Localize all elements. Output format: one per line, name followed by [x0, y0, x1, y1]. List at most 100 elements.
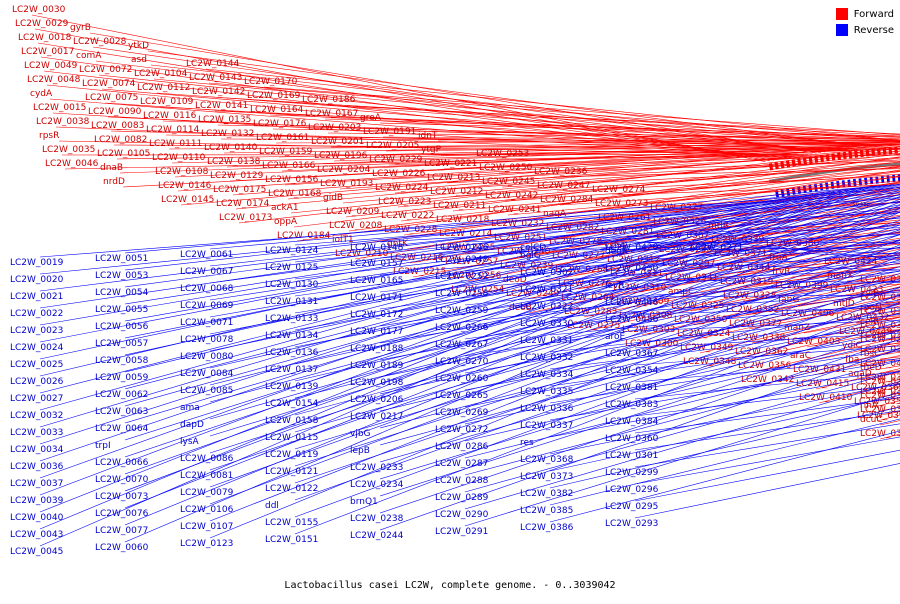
forward-gene-label: LC2W_0273 — [595, 199, 648, 209]
forward-gene-label: LC2W_0075 — [85, 93, 138, 103]
reverse-gene-label: LC2W_0367 — [605, 349, 658, 359]
reverse-gene-label: LC2W_0234 — [350, 480, 404, 490]
forward-gene-label: greA — [360, 113, 382, 123]
reverse-gene-label: LC2W_0131 — [265, 297, 318, 307]
reverse-gene-label: LC2W_0053 — [95, 271, 148, 281]
forward-gene-label: LC2W_0074 — [82, 79, 136, 89]
forward-gene-label: ackA1 — [271, 203, 299, 213]
forward-gene-label: LC2W_0082 — [94, 135, 147, 145]
forward-gene-label: LC2W_0132 — [201, 129, 254, 139]
forward-gene-label: LC2W_0030 — [12, 5, 66, 15]
reverse-gene-label: LC2W_0151 — [265, 535, 318, 545]
forward-gene-label: LC2W_0110 — [152, 153, 206, 163]
forward-gene-label: gidB — [323, 193, 343, 203]
forward-gene-label: LC2W_0176 — [253, 119, 307, 129]
reverse-gene-label: LC2W_0334 — [520, 370, 574, 380]
reverse-gene-label: LC2W_0054 — [95, 288, 149, 298]
reverse-gene-label: LC2W_0121 — [265, 467, 318, 477]
forward-gene-label: LC2W_0196 — [314, 151, 368, 161]
forward-gene-label: LC2W_0201 — [311, 137, 364, 147]
forward-gene-label: LC2W_0274 — [592, 185, 646, 195]
forward-gene-label: LC2W_0168 — [268, 189, 322, 199]
reverse-gene-label: LC2W_0258 — [435, 289, 489, 299]
reverse-gene-label: LC2W_0165 — [350, 276, 403, 286]
reverse-gene-label: LC2W_0330 — [520, 319, 574, 329]
reverse-gene-label: ddl — [265, 501, 279, 511]
reverse-gene-label: LC2W_0033 — [10, 428, 63, 438]
reverse-gene-label: LC2W_0293 — [605, 519, 658, 529]
forward-gene-label: LC2W_0211 — [433, 201, 486, 211]
forward-gene-label: LC2W_0146 — [158, 181, 212, 191]
reverse-gene-label: LC2W_0040 — [10, 513, 64, 523]
reverse-gene-label: deoR — [605, 247, 628, 257]
forward-gene-label: LC2W_0193 — [320, 179, 373, 189]
forward-gene-label: LC2W_0046 — [45, 159, 99, 169]
reverse-gene-label: LC2W_0027 — [10, 394, 63, 404]
forward-gene-label: LC2W_0105 — [97, 149, 150, 159]
forward-gene-label: LC2W_0236 — [534, 167, 588, 177]
forward-gene-label: LC2W_0029 — [15, 19, 69, 29]
forward-gene-label: LC2W_0284 — [540, 195, 594, 205]
forward-gene-label: LC2W_0333 — [860, 429, 900, 439]
forward-gene-label: LC2W_0015 — [33, 103, 86, 113]
reverse-gene-label: LC2W_0296 — [605, 485, 659, 495]
reverse-gene-label: LC2W_0036 — [10, 462, 64, 472]
reverse-gene-label: lysA — [180, 437, 200, 447]
reverse-gene-label: LC2W_0271 — [690, 243, 743, 253]
forward-gene-label: LC2W_0186 — [302, 95, 356, 105]
forward-gene-label: LC2W_0072 — [79, 65, 132, 75]
forward-gene-label: LC2W_0104 — [134, 69, 188, 79]
reverse-gene-label: levR — [605, 281, 625, 291]
reverse-gene-label: LC2W_0158 — [265, 416, 319, 426]
legend: Forward Reverse — [836, 8, 894, 40]
reverse-gene-label: LC2W_0322 — [520, 302, 573, 312]
reverse-gene-label: LC2W_0079 — [180, 488, 234, 498]
reverse-gene-label: LC2W_0381 — [605, 383, 658, 393]
forward-gene-label: LC2W_0167 — [305, 109, 358, 119]
reverse-gene-label: LC2W_0148 — [350, 243, 404, 253]
reverse-gene-label: LC2W_0063 — [95, 407, 148, 417]
reverse-gene-label: LC2W_0286 — [435, 442, 489, 452]
reverse-gene-label: LC2W_0071 — [180, 318, 233, 328]
reverse-gene-label: LC2W_0337 — [520, 421, 573, 431]
forward-gene-label: idnT — [418, 131, 438, 141]
reverse-gene-label: LC2W_0360 — [605, 434, 659, 444]
reverse-gene-label: LC2W_0025 — [10, 360, 63, 370]
forward-gene-label: LC2W_0191 — [363, 127, 416, 137]
reverse-gene-label: LC2W_0265 — [435, 391, 488, 401]
legend-label-forward: Forward — [854, 9, 894, 20]
reverse-gene-label: LC2W_0384 — [605, 417, 659, 427]
forward-gene-label: LC2W_0140 — [204, 143, 258, 153]
reverse-gene-label: LC2W_0019 — [10, 258, 64, 268]
reverse-gene-label: LC2W_0238 — [350, 514, 404, 524]
forward-gene-label: LC2W_0135 — [198, 115, 251, 125]
reverse-gene-label: LC2W_0076 — [95, 509, 149, 519]
reverse-gene-label: LC2W_0385 — [520, 506, 573, 516]
forward-gene-label: LC2W_0138 — [207, 157, 261, 167]
reverse-gene-label: LC2W_0077 — [95, 526, 148, 536]
reverse-gene-label: LC2W_0032 — [10, 411, 63, 421]
reverse-gene-label: LC2W_0295 — [605, 502, 658, 512]
reverse-gene-label: LC2W_0055 — [95, 305, 148, 315]
forward-gene-label: LC2W_0166 — [262, 161, 316, 171]
reverse-gene-label: LC2W_0020 — [10, 275, 64, 285]
reverse-gene-label: LC2W_0288 — [435, 476, 489, 486]
forward-gene-label: LC2W_0116 — [143, 111, 197, 121]
reverse-gene-label: LC2W_0154 — [265, 399, 319, 409]
forward-gene-label: LC2W_0038 — [36, 117, 90, 127]
forward-gene-label: LC2W_0161 — [256, 133, 309, 143]
forward-gene-label: ytkD — [128, 41, 149, 51]
reverse-gene-label: LC2W_0155 — [265, 518, 318, 528]
reverse-gene-label: LC2W_0115 — [265, 433, 318, 443]
forward-gene-label: LC2W_0224 — [375, 183, 429, 193]
legend-item-reverse: Reverse — [836, 24, 894, 36]
reverse-gene-label: LC2W_0157 — [350, 259, 403, 269]
reverse-gene-label: LC2W_0124 — [265, 246, 319, 256]
forward-gene-label: LC2W_0018 — [18, 33, 72, 43]
reverse-gene-label: LC2W_0189 — [350, 361, 404, 371]
forward-gene-label: LC2W_0048 — [27, 75, 81, 85]
reverse-gene-label: LC2W_0198 — [350, 378, 404, 388]
reverse-gene-label: LC2W_0066 — [95, 458, 149, 468]
